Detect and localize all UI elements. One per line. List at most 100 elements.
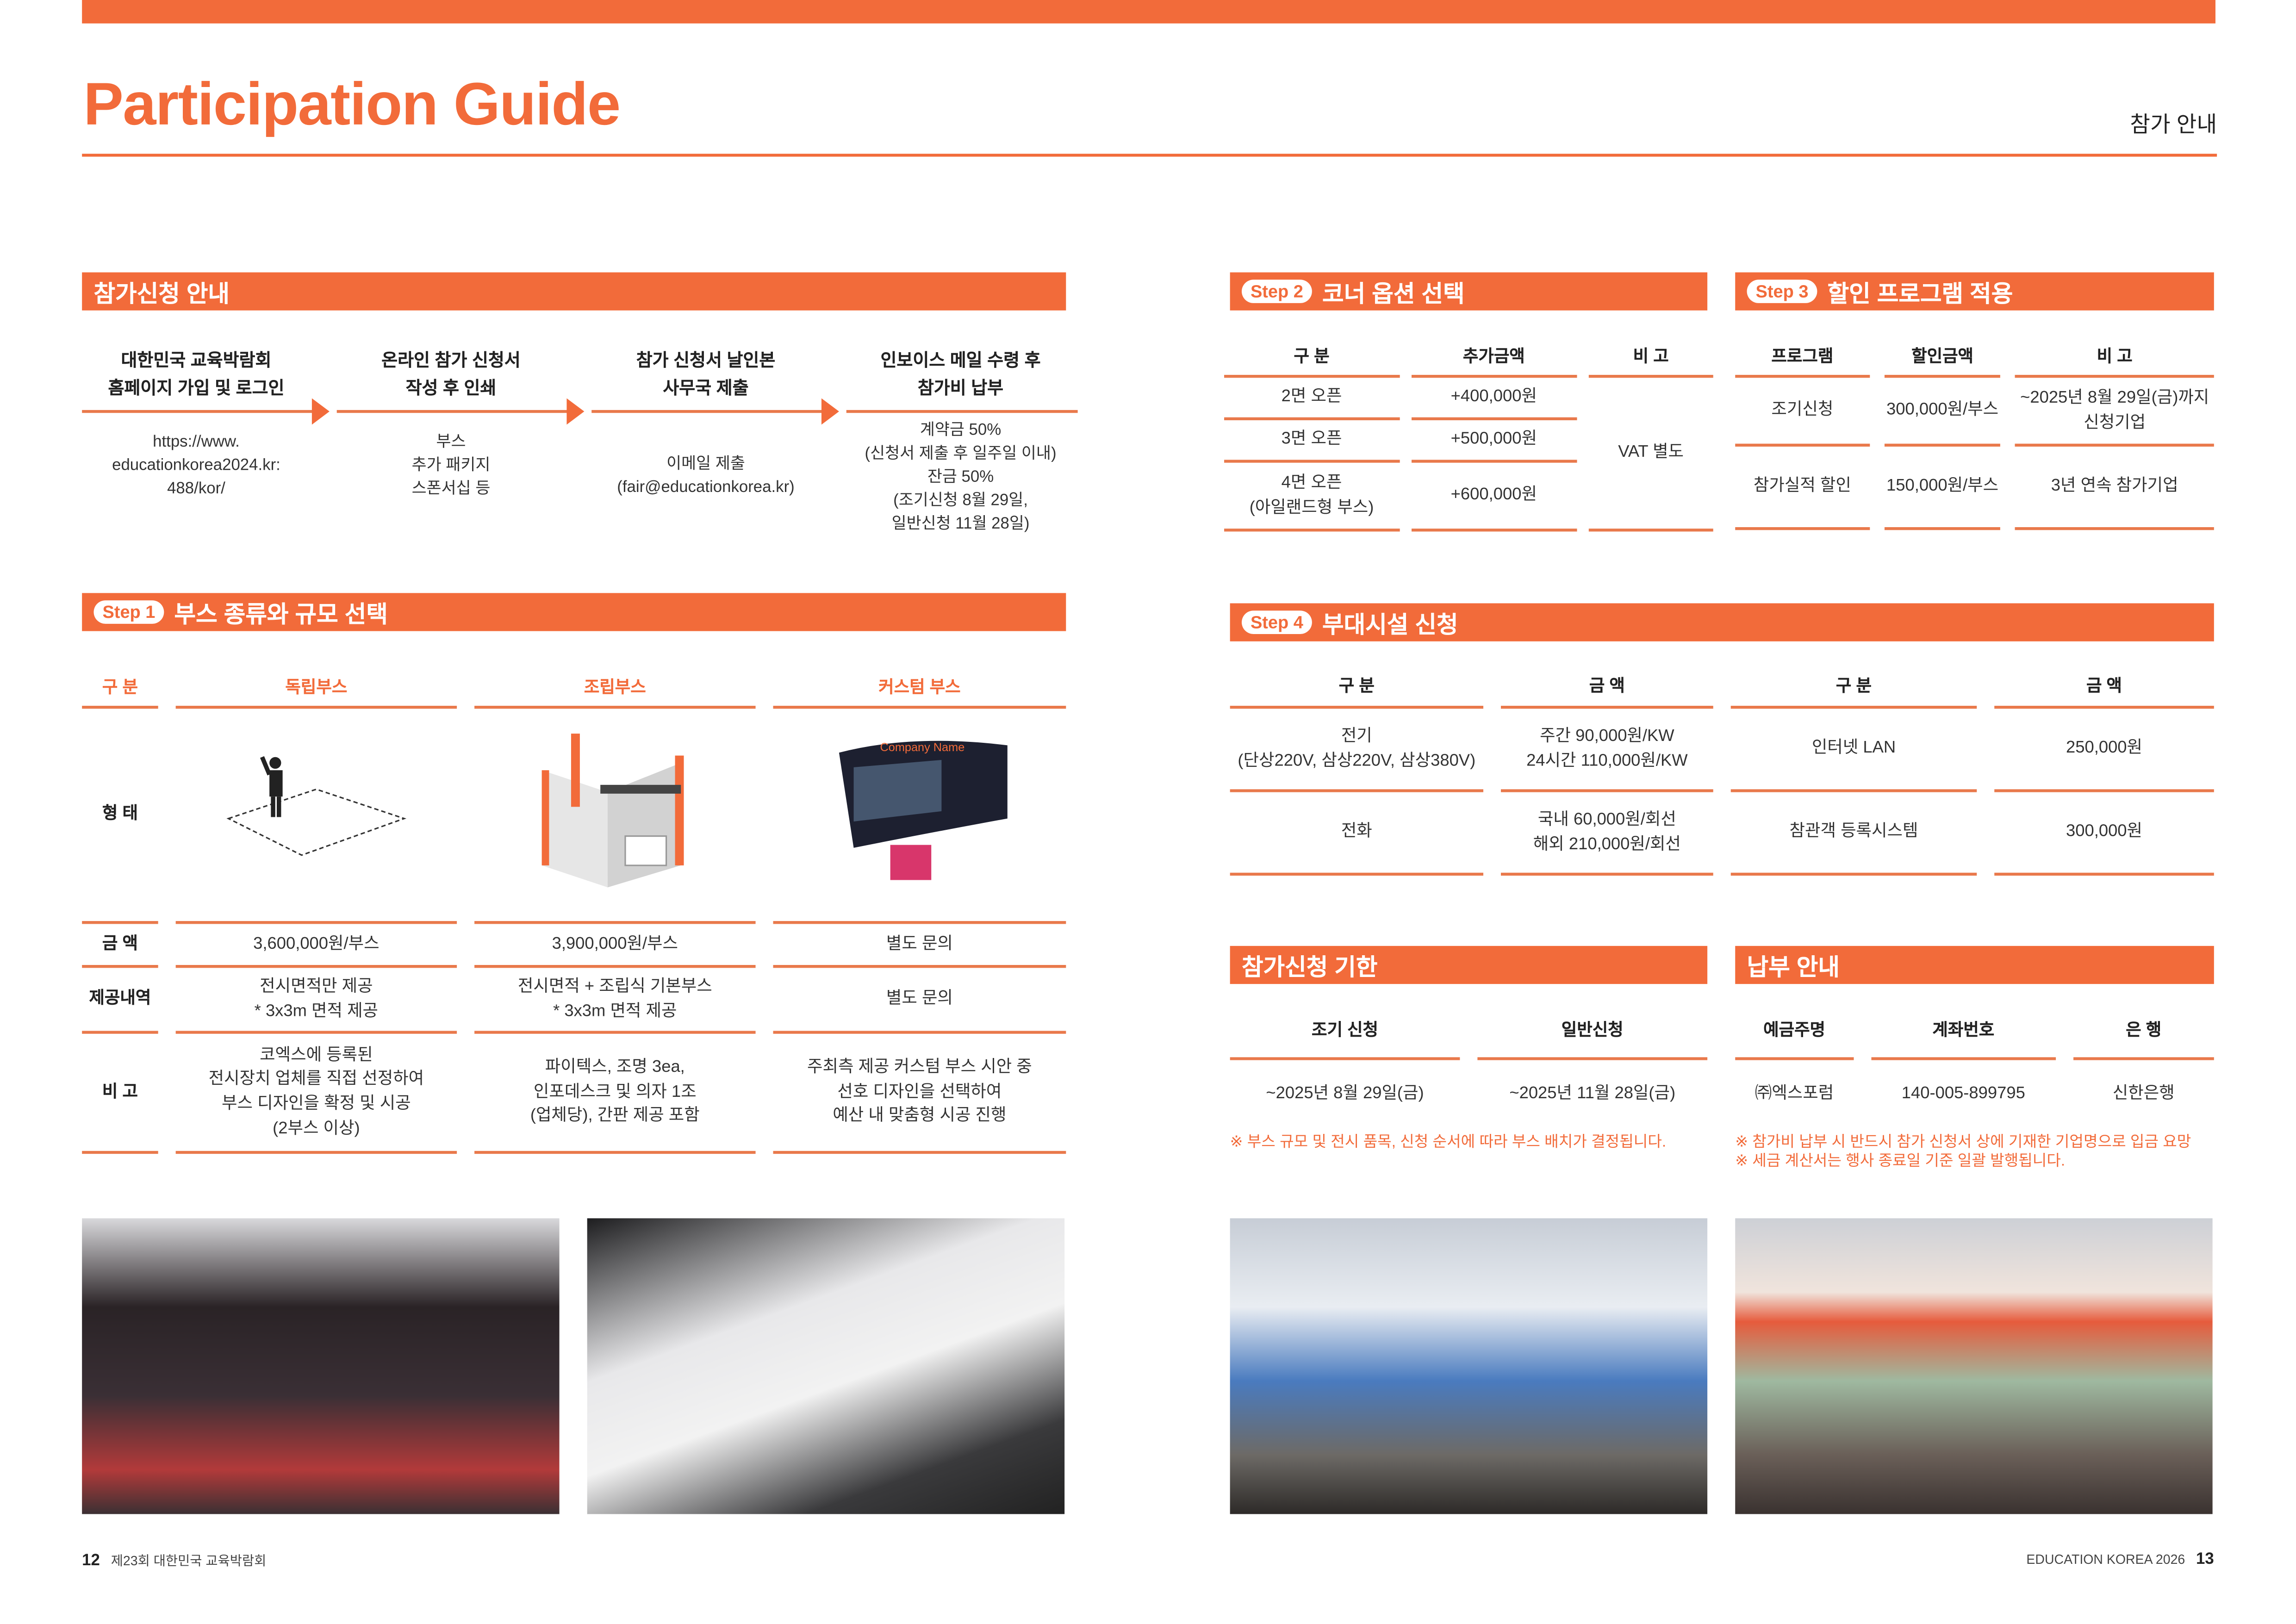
top-accent-bar: [82, 0, 2215, 24]
table-row: 전기 (단상220V, 삼상220V, 삼상380V) 주간 90,000원/KW…: [1230, 709, 2214, 792]
table-cell: 3,900,000원/부스: [474, 924, 756, 968]
table-row: 4면 오픈 (아일랜드형 부스) +600,000원: [1224, 463, 1713, 532]
process-step-title: 인보이스 메일 수령 후 참가비 납부: [880, 350, 1041, 399]
custom-booth-illustration: Company Name: [839, 740, 1008, 880]
corner-option-table: 구 분 추가금액 비 고 2면 오픈 +400,000원 VAT 별도 3면 오픈 +500,…: [1213, 340, 1725, 532]
process-step-detail: 계약금 50% (신청서 제출 후 일주일 이내) 잔금 50% (조기신청 8…: [865, 422, 1057, 533]
row-label: 비 고: [82, 1034, 158, 1154]
table-cell: 150,000원/부스: [1884, 447, 2001, 530]
table-cell: ~2025년 11월 28일(금): [1509, 1084, 1676, 1102]
row-label-shape: 형 태: [82, 709, 158, 924]
column-header: 예금주명: [1735, 1004, 1854, 1060]
table-cell: 4면 오픈 (아일랜드형 부스): [1224, 463, 1400, 532]
column-header: 비 고: [2015, 340, 2214, 378]
footer-left-text: 제23회 대한민국 교육박람회: [111, 1553, 267, 1568]
page-number-left: 12: [82, 1552, 100, 1570]
step-badge: Step 1: [93, 600, 164, 624]
process-divider: [591, 410, 823, 413]
section-header-step1: Step 1 부스 종류와 규모 선택: [82, 593, 1066, 631]
table-cell: 3년 연속 참가기업: [2015, 447, 2214, 530]
column-header: 프로그램: [1735, 340, 1870, 378]
exhibition-photo-1: [82, 1218, 560, 1514]
space-only-booth-illustration: [226, 755, 407, 856]
table-header-row: 조기 신청 일반신청: [1230, 1004, 1708, 1060]
table-cell: 참관객 등록시스템: [1730, 792, 1977, 876]
process-step-detail: https://www. educationkorea2024.kr: 488/…: [112, 433, 280, 498]
process-divider: [336, 410, 568, 413]
exhibition-photo-3: [1230, 1218, 1708, 1514]
step-badge: Step 4: [1241, 610, 1312, 634]
row-label: 제공내역: [82, 968, 158, 1034]
table-row: 3면 오픈 +500,000원: [1224, 420, 1713, 463]
table-cell: 주최측 제공 커스텀 부스 시안 중 선호 디자인을 선택하여 예산 내 맞춤형…: [773, 1034, 1066, 1154]
booth-illustration-cell: [175, 709, 457, 924]
table-row-shape: 형 태 Company Name: [82, 709, 1066, 924]
table-cell: 전시면적만 제공 * 3x3m 면적 제공: [175, 968, 457, 1034]
exhibition-photo-2: [587, 1218, 1065, 1514]
page-title: Participation Guide: [83, 70, 621, 138]
column-header: 구 분: [1730, 669, 1977, 709]
table-cell: +600,000원: [1411, 463, 1577, 532]
payment-table: 예금주명 계좌번호 은 행 ㈜엑스포럼 140-005-899795 신한은행: [1717, 1004, 2232, 1127]
table-cell: 300,000원: [1994, 792, 2214, 876]
section-header-payment: 납부 안내: [1735, 946, 2214, 984]
column-header: 커스텀 부스: [773, 671, 1066, 709]
section-header-deadline: 참가신청 기한: [1230, 946, 1708, 984]
table-cell: 국내 60,000원/회선 해외 210,000원/회선: [1500, 792, 1713, 876]
arrow-right-icon: [566, 398, 585, 425]
booth-illustration-cell: [474, 709, 756, 924]
table-cell: 140-005-899795: [1901, 1084, 2025, 1102]
table-header-row: 구 분 추가금액 비 고: [1224, 340, 1713, 378]
exhibition-photo-4: [1735, 1218, 2213, 1514]
section-header-application: 참가신청 안내: [82, 272, 1066, 311]
table-header-row: 구 분 독립부스 조립부스 커스텀 부스: [82, 671, 1066, 709]
table-cell: ~2025년 8월 29일(금)까지 신청기업: [2015, 378, 2214, 447]
column-header: 독립부스: [175, 671, 457, 709]
footer-right: EDUCATION KOREA 2026 13: [2026, 1551, 2214, 1568]
process-step-title: 참가 신청서 날인본 사무국 제출: [636, 350, 776, 399]
table-cell: 주간 90,000원/KW 24시간 110,000원/KW: [1500, 709, 1713, 792]
deadline-table: 조기 신청 일반신청 ~2025년 8월 29일(금) ~2025년 11월 28일(…: [1213, 1004, 1725, 1127]
column-header: 금 액: [1994, 669, 2214, 709]
column-header: 할인금액: [1884, 340, 2001, 378]
title-divider: [82, 154, 2217, 157]
vat-note: VAT 별도: [1588, 378, 1713, 532]
process-divider: [846, 410, 1078, 413]
table-cell: 파이텍스, 조명 3ea, 인포데스크 및 의자 1조 (업체당), 간판 제공…: [474, 1034, 756, 1154]
table-row: ~2025년 8월 29일(금) ~2025년 11월 28일(금): [1230, 1060, 1707, 1128]
table-cell: 별도 문의: [773, 968, 1066, 1034]
table-cell: 3,600,000원/부스: [175, 924, 457, 968]
step-badge: Step 2: [1241, 280, 1312, 303]
shell-scheme-booth-illustration: [541, 734, 684, 888]
process-step-detail: 이메일 제출 (fair@educationkorea.kr): [617, 455, 795, 497]
table-cell: 코엑스에 등록된 전시장치 업체를 직접 선정하여 부스 디자인을 확정 및 시…: [175, 1034, 457, 1154]
column-header: 조립부스: [474, 671, 756, 709]
table-row: 비 고 코엑스에 등록된 전시장치 업체를 직접 선정하여 부스 디자인을 확정 …: [82, 1034, 1066, 1154]
column-header: 비 고: [1588, 340, 1713, 378]
table-row: 제공내역 전시면적만 제공 * 3x3m 면적 제공 전시면적 + 조립식 기본부스…: [82, 968, 1066, 1034]
section-title: 부스 종류와 규모 선택: [174, 603, 388, 628]
table-cell: 인터넷 LAN: [1730, 709, 1977, 792]
table-row: ㈜엑스포럼 140-005-899795 신한은행: [1735, 1060, 2214, 1128]
table-cell: 2면 오픈: [1224, 378, 1400, 421]
discount-program-table: 프로그램 할인금액 비 고 조기신청 300,000원/부스 ~2025년 8월 29일(…: [1721, 340, 2229, 530]
table-cell: 250,000원: [1994, 709, 2214, 792]
table-cell: 신한은행: [2112, 1084, 2175, 1102]
section-header-step4: Step 4 부대시설 신청: [1230, 603, 2214, 641]
booth-type-table: 구 분 독립부스 조립부스 커스텀 부스 형 태 Company Name 금 액 3,600…: [64, 671, 1083, 1154]
payment-note-1: ※ 참가비 납부 시 반드시 참가 신청서 상에 기재한 기업명으로 입금 요망: [1735, 1133, 2191, 1151]
column-header: 은 행: [2073, 1004, 2214, 1060]
footer-right-text: EDUCATION KOREA 2026: [2026, 1552, 2185, 1567]
custom-booth-sign: Company Name: [880, 740, 965, 753]
column-header: 일반신청: [1477, 1004, 1708, 1060]
column-header: 구 분: [1230, 669, 1484, 709]
table-cell: 300,000원/부스: [1884, 378, 2001, 447]
table-cell: 전시면적 + 조립식 기본부스 * 3x3m 면적 제공: [474, 968, 756, 1034]
process-step-detail: 부스 추가 패키지 스폰서십 등: [411, 433, 491, 498]
section-header-step3: Step 3 할인 프로그램 적용: [1735, 272, 2214, 311]
facility-table: 구 분 금 액 구 분 금 액 전기 (단상220V, 삼상220V, 삼상380V) 주…: [1213, 669, 2232, 876]
section-title: 참가신청 안내: [93, 282, 230, 308]
table-cell: +500,000원: [1411, 420, 1577, 463]
arrow-right-icon: [311, 398, 330, 425]
